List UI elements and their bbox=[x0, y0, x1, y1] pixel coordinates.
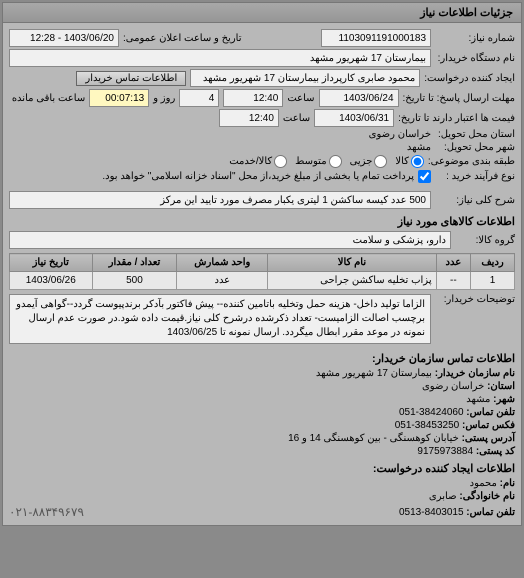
row-notes: توضیحات خریدار: الزاما تولید داخل- هزینه… bbox=[9, 294, 515, 344]
td-4: 500 bbox=[92, 272, 177, 290]
th-0: ردیف bbox=[471, 254, 515, 272]
process-checkbox[interactable] bbox=[418, 170, 431, 183]
deadline-hour-field[interactable] bbox=[223, 89, 283, 107]
group-field[interactable] bbox=[9, 231, 451, 249]
table-header-row: ردیف عدد نام کالا واحد شمارش تعداد / مقد… bbox=[10, 254, 515, 272]
creator-label: ایجاد کننده درخواست: bbox=[424, 73, 515, 84]
row-creator: ایجاد کننده درخواست: اطلاعات تماس خریدار bbox=[9, 69, 515, 87]
buyer-org-label: نام دستگاه خریدار: bbox=[435, 53, 515, 64]
desc-label: شرح کلی نیاز: bbox=[435, 195, 515, 206]
announce-date-label: تاریخ و ساعت اعلان عمومی: bbox=[123, 33, 242, 44]
radio-medium-input[interactable] bbox=[329, 155, 342, 168]
row-request-number: شماره نیاز: تاریخ و ساعت اعلان عمومی: bbox=[9, 29, 515, 47]
deadline-hour-label: ساعت bbox=[287, 93, 314, 104]
days-left-label: روز و bbox=[153, 93, 175, 104]
group-label: گروه کالا: bbox=[455, 235, 515, 246]
row-process: نوع فرآیند خرید : پرداخت تمام یا بخشی از… bbox=[9, 170, 515, 183]
row-province: استان محل تحویل: خراسان رضوی bbox=[9, 129, 515, 140]
radio-cash-input[interactable] bbox=[411, 155, 424, 168]
th-1: عدد bbox=[436, 254, 470, 272]
validity-date-field[interactable] bbox=[314, 109, 394, 127]
row-validity: فیمت ها اعتبار دارند تا تاریخ: ساعت bbox=[9, 109, 515, 127]
info-org: نام سازمان خریدار: بیمارستان 17 شهریور م… bbox=[9, 367, 515, 380]
th-4: تعداد / مقدار bbox=[92, 254, 177, 272]
main-panel-header: جزئیات اطلاعات نیاز bbox=[3, 3, 521, 23]
main-panel-body: شماره نیاز: تاریخ و ساعت اعلان عمومی: نا… bbox=[3, 23, 521, 525]
info-lname: نام خانوادگی: صابری bbox=[9, 490, 515, 503]
radio-cash[interactable]: کالا bbox=[395, 155, 424, 168]
row-buyer-org: نام دستگاه خریدار: bbox=[9, 49, 515, 67]
th-3: واحد شمارش bbox=[177, 254, 268, 272]
info-city: شهر: مشهد bbox=[9, 393, 515, 406]
time-left-label: ساعت باقی مانده bbox=[12, 93, 85, 104]
buyer-org-field[interactable] bbox=[9, 49, 431, 67]
row-city: شهر محل تحویل: مشهد bbox=[9, 142, 515, 153]
deadline-date-field[interactable] bbox=[319, 89, 399, 107]
announce-date-field[interactable] bbox=[9, 29, 119, 47]
footer-phone: ۰۲۱-۸۸۳۴۹۶۷۹ bbox=[9, 505, 84, 519]
radio-partial-input[interactable] bbox=[374, 155, 387, 168]
process-label: نوع فرآیند خرید : bbox=[435, 171, 515, 182]
creator-info-title: اطلاعات ایجاد کننده درخواست: bbox=[9, 462, 515, 475]
budget-label: طبقه بندی موضوعی: bbox=[428, 156, 515, 167]
radio-service-input[interactable] bbox=[274, 155, 287, 168]
days-left-field[interactable] bbox=[179, 89, 219, 107]
creator-field[interactable] bbox=[190, 69, 420, 87]
table-row[interactable]: 1 -- پزاب تخلیه ساکشن جراحی عدد 500 1403… bbox=[10, 272, 515, 290]
province-label: استان محل تحویل: bbox=[435, 129, 515, 140]
validity-hour-field[interactable] bbox=[219, 109, 279, 127]
th-2: نام کالا bbox=[268, 254, 436, 272]
radio-service[interactable]: کالا/خدمت bbox=[229, 155, 287, 168]
td-5: 1403/06/26 bbox=[10, 272, 93, 290]
notes-label: توضیحات خریدار: bbox=[435, 294, 515, 305]
process-note: پرداخت تمام یا بخشی از مبلغ خرید،از محل … bbox=[102, 171, 414, 182]
main-panel: جزئیات اطلاعات نیاز شماره نیاز: تاریخ و … bbox=[2, 2, 522, 526]
row-group: گروه کالا: bbox=[9, 231, 515, 249]
budget-radio-group: کالا جزیی متوسط کالا/خدمت bbox=[229, 155, 424, 168]
info-province: استان: خراسان رضوی bbox=[9, 380, 515, 393]
row-deadline: مهلت ارسال پاسخ: تا تاریخ: ساعت روز و سا… bbox=[9, 89, 515, 107]
notes-field[interactable]: الزاما تولید داخل- هزینه حمل وتخلیه باتا… bbox=[9, 294, 431, 344]
info-cphone-row: تلفن تماس: 8403015-0513 ۰۲۱-۸۸۳۴۹۶۷۹ bbox=[9, 505, 515, 519]
row-budget: طبقه بندی موضوعی: کالا جزیی متوسط کالا/خ… bbox=[9, 155, 515, 168]
province-value: خراسان رضوی bbox=[369, 129, 431, 140]
info-cphone: تلفن تماس: 8403015-0513 bbox=[399, 506, 515, 519]
info-fname: نام: محمود bbox=[9, 477, 515, 490]
th-5: تاریخ نیاز bbox=[10, 254, 93, 272]
radio-partial[interactable]: جزیی bbox=[350, 155, 388, 168]
city-value: مشهد bbox=[407, 142, 431, 153]
info-address: آدرس پستی: خیابان کوهسنگی - بین کوهسنگی … bbox=[9, 432, 515, 445]
info-fax: فکس تماس: 38453250-051 bbox=[9, 419, 515, 432]
radio-medium[interactable]: متوسط bbox=[295, 155, 341, 168]
desc-field[interactable] bbox=[9, 191, 431, 209]
deadline-label: مهلت ارسال پاسخ: تا تاریخ: bbox=[403, 93, 515, 104]
info-postal: کد پستی: 9175973884 bbox=[9, 445, 515, 458]
contact-title: اطلاعات تماس سازمان خریدار: bbox=[9, 352, 515, 365]
items-table: ردیف عدد نام کالا واحد شمارش تعداد / مقد… bbox=[9, 253, 515, 290]
items-title: اطلاعات کالاهای مورد نیاز bbox=[9, 215, 515, 228]
request-number-field[interactable] bbox=[321, 29, 431, 47]
validity-label: فیمت ها اعتبار دارند تا تاریخ: bbox=[398, 113, 515, 124]
row-desc: شرح کلی نیاز: bbox=[9, 191, 515, 209]
validity-hour-label: ساعت bbox=[283, 113, 310, 124]
td-0: 1 bbox=[471, 272, 515, 290]
city-label: شهر محل تحویل: bbox=[435, 142, 515, 153]
time-left-field[interactable] bbox=[89, 89, 149, 107]
info-phone: تلفن تماس: 38424060-051 bbox=[9, 406, 515, 419]
td-1: -- bbox=[436, 272, 470, 290]
td-3: عدد bbox=[177, 272, 268, 290]
request-number-label: شماره نیاز: bbox=[435, 33, 515, 44]
buyer-contact-button[interactable]: اطلاعات تماس خریدار bbox=[76, 71, 186, 86]
td-2: پزاب تخلیه ساکشن جراحی bbox=[268, 272, 436, 290]
